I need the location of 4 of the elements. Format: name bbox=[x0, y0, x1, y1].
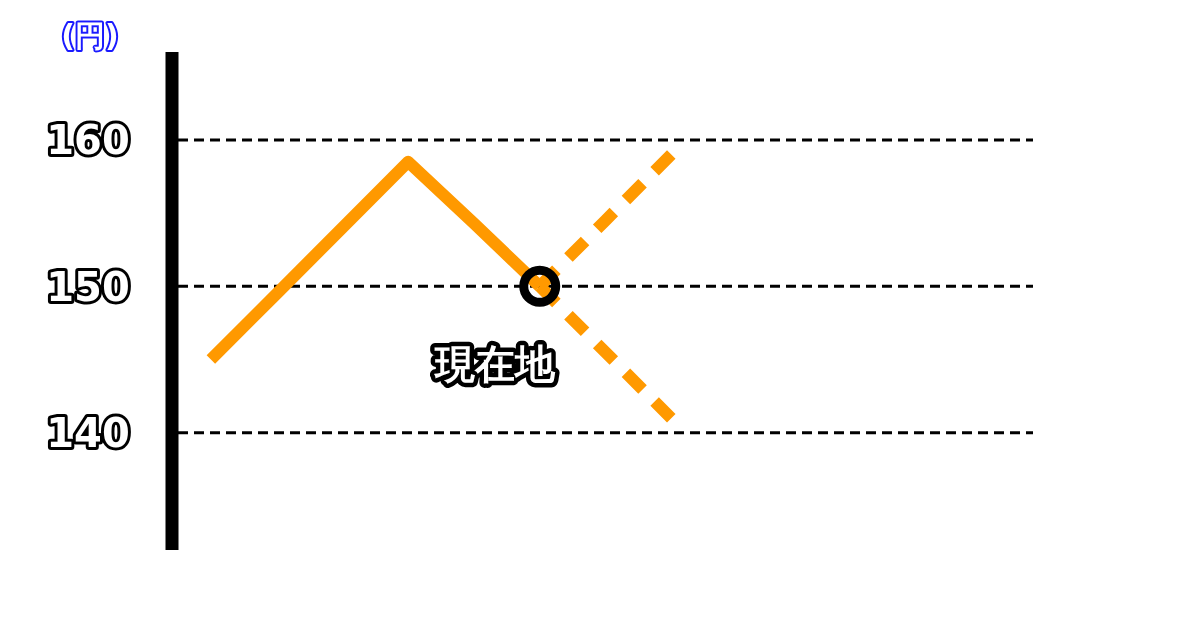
y-tick-label: 140 bbox=[46, 410, 130, 457]
y-tick-label: 150 bbox=[46, 263, 130, 310]
y-tick-label: 160 bbox=[46, 117, 130, 164]
y-axis-title: (円) bbox=[61, 18, 119, 53]
